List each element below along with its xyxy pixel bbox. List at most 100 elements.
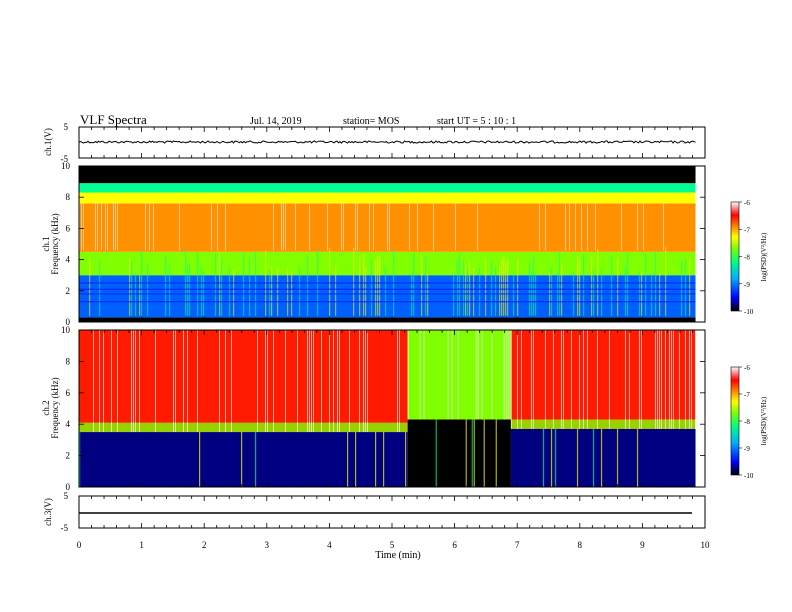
texture-stripe <box>579 259 581 316</box>
texture-stripe <box>542 428 545 487</box>
texture-stripe <box>117 203 118 251</box>
psd-transition <box>79 422 408 433</box>
texture-stripe <box>187 264 189 316</box>
texture-stripe <box>463 260 465 316</box>
texture-stripe <box>201 265 203 316</box>
texture-stripe <box>267 330 268 433</box>
y-tick-label: -5 <box>61 523 69 533</box>
texture-stripe <box>495 267 497 316</box>
x-axis-tick-labels: 0 1 2 3 4 5 6 7 8 9 10 <box>77 540 710 550</box>
texture-stripe <box>668 330 670 429</box>
psd-transition <box>510 419 696 429</box>
texture-stripe <box>225 203 226 251</box>
texture-stripe <box>333 330 334 433</box>
texture-stripe <box>183 330 184 433</box>
texture-stripe <box>229 266 231 316</box>
texture-stripe <box>637 203 638 251</box>
texture-stripe <box>586 330 588 429</box>
texture-stripe <box>473 419 475 487</box>
texture-stripe <box>565 203 566 251</box>
texture-stripe <box>335 265 337 316</box>
texture-stripe <box>570 330 572 429</box>
colorbar-tick-label: -10 <box>744 308 754 316</box>
texture-stripe <box>307 330 308 433</box>
x-tick-label: 2 <box>202 540 207 550</box>
colorbar-tick-label: -6 <box>744 364 750 372</box>
texture-stripe <box>217 203 218 251</box>
texture-stripe <box>621 203 622 251</box>
y-tick-label: 8 <box>66 356 71 366</box>
texture-stripe <box>684 330 686 429</box>
x-tick-label: 6 <box>452 540 457 550</box>
psd-region <box>79 432 408 487</box>
texture-stripe <box>664 330 666 429</box>
texture-stripe <box>385 265 387 316</box>
texture-stripe <box>313 330 314 433</box>
ch1-waveform-line <box>78 140 696 144</box>
texture-stripe <box>329 330 330 433</box>
texture-stripe <box>685 259 687 316</box>
texture-stripe <box>672 330 674 429</box>
texture-stripe <box>307 256 309 316</box>
texture-stripe <box>199 432 201 487</box>
texture-stripe <box>532 330 534 429</box>
texture-stripe <box>211 203 212 251</box>
texture-stripe <box>562 330 564 429</box>
y-tick-label: 2 <box>66 286 71 296</box>
texture-stripe <box>656 330 658 429</box>
start-time-label: start UT = 5 : 10 : 1 <box>437 116 516 127</box>
colorbar-tick-label: -10 <box>744 472 754 480</box>
background <box>695 166 705 322</box>
texture-stripe <box>399 330 400 433</box>
texture-stripe <box>435 419 437 487</box>
texture-stripe <box>689 259 691 316</box>
texture-stripe <box>179 203 180 251</box>
texture-stripe <box>552 330 554 429</box>
texture-stripe <box>520 330 522 429</box>
texture-stripe <box>295 203 296 251</box>
texture-stripe <box>93 330 94 433</box>
texture-stripe <box>601 269 603 316</box>
y-tick-label: 5 <box>64 491 69 501</box>
texture-stripe <box>505 330 507 420</box>
texture-stripe <box>309 203 310 251</box>
texture-stripe <box>467 268 469 316</box>
texture-stripe <box>175 330 176 433</box>
y-tick-label: 4 <box>66 255 71 265</box>
colorbar-tick-label: -8 <box>744 418 750 426</box>
texture-stripe <box>690 330 692 429</box>
texture-stripe <box>339 330 340 433</box>
texture-stripe <box>643 203 644 251</box>
texture-stripe <box>453 275 455 316</box>
texture-stripe <box>365 267 367 316</box>
texture-stripe <box>469 261 471 316</box>
texture-stripe <box>233 270 235 316</box>
texture-stripe <box>165 254 167 316</box>
texture-stripe <box>507 258 509 316</box>
psd-band <box>79 183 696 193</box>
ch2-channel-label: ch.2 <box>41 400 51 415</box>
texture-stripe <box>465 264 467 316</box>
texture-stripe <box>185 248 187 316</box>
texture-stripe <box>517 259 519 316</box>
texture-stripe <box>329 248 331 316</box>
psd-band <box>79 166 696 184</box>
psd-band <box>79 251 696 276</box>
texture-stripe <box>369 203 370 251</box>
texture-stripe <box>627 253 629 316</box>
texture-stripe <box>593 270 595 316</box>
texture-stripe <box>405 432 407 487</box>
x-tick-label: 8 <box>578 540 583 550</box>
psd-region <box>510 330 696 429</box>
texture-stripe <box>509 330 511 420</box>
texture-stripe <box>423 330 425 420</box>
texture-stripe <box>654 330 656 429</box>
texture-stripe <box>363 330 364 433</box>
texture-stripe <box>475 330 477 420</box>
x-tick-label: 0 <box>77 540 82 550</box>
texture-stripe <box>471 419 473 487</box>
ch2-spectrogram-image <box>79 330 705 487</box>
texture-stripe <box>533 254 535 316</box>
texture-stripe <box>197 251 199 316</box>
texture-stripe <box>611 256 613 316</box>
